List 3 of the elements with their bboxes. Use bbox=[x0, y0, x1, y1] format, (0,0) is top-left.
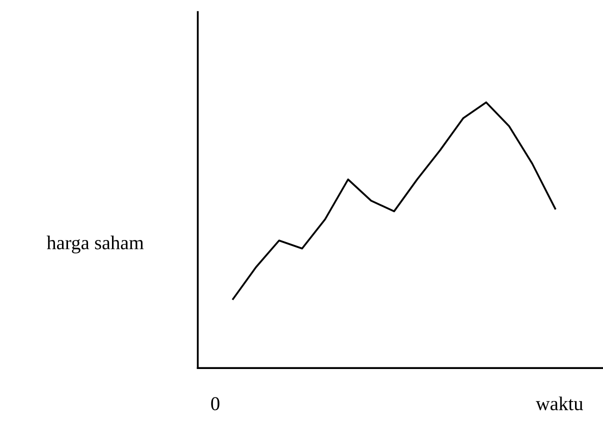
x-axis-title: waktu bbox=[536, 396, 584, 410]
text: 0 bbox=[211, 397, 220, 410]
y-axis-title: harga saham bbox=[46, 236, 144, 254]
